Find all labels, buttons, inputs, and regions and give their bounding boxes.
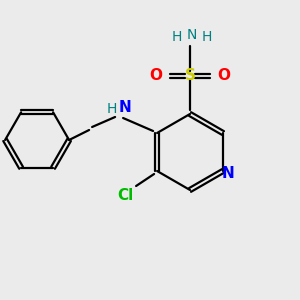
Text: H: H [172,30,182,44]
Text: N: N [221,167,234,182]
Text: H: H [107,102,117,116]
Text: N: N [119,100,131,115]
Text: O: O [149,68,163,83]
Text: N: N [187,28,197,42]
Text: S: S [184,68,196,83]
Text: Cl: Cl [117,188,133,202]
Text: O: O [218,68,230,83]
Text: H: H [202,30,212,44]
